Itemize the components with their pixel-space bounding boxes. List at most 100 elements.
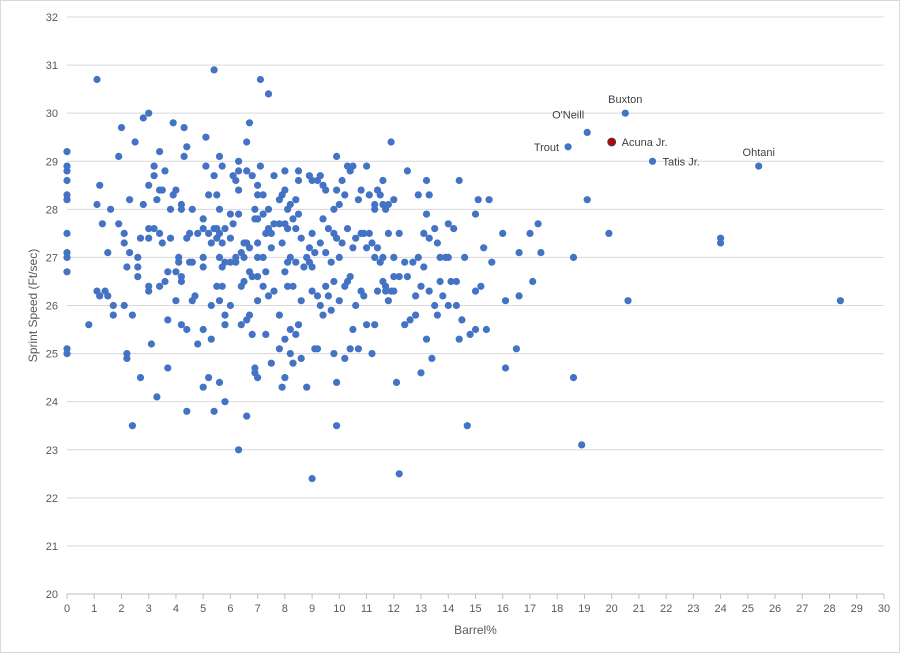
data-point xyxy=(235,446,243,454)
data-point xyxy=(406,316,414,324)
data-point xyxy=(281,335,289,343)
data-point xyxy=(63,176,71,185)
data-point xyxy=(294,167,303,175)
data-point xyxy=(126,196,134,204)
data-point xyxy=(755,162,763,170)
data-point xyxy=(215,378,224,386)
x-tick-label: 20 xyxy=(606,603,618,615)
data-point xyxy=(297,234,305,242)
data-point xyxy=(128,422,136,430)
data-point xyxy=(188,205,196,213)
data-point xyxy=(218,239,226,247)
data-point xyxy=(286,253,294,261)
data-point xyxy=(245,244,254,252)
data-point xyxy=(384,200,392,209)
data-point xyxy=(259,191,267,199)
data-point xyxy=(455,176,463,185)
data-point xyxy=(390,253,398,261)
data-point xyxy=(368,350,376,358)
data-point xyxy=(156,148,164,156)
point-annotation: Acuna Jr. xyxy=(622,137,668,149)
data-point xyxy=(235,167,243,175)
data-point xyxy=(194,229,202,237)
data-point xyxy=(390,273,398,281)
data-point xyxy=(136,234,145,242)
data-point xyxy=(414,253,422,261)
data-point xyxy=(145,109,153,117)
data-point xyxy=(343,225,352,233)
data-point xyxy=(463,422,471,430)
x-tick-label: 15 xyxy=(469,603,481,615)
data-point xyxy=(267,229,275,237)
data-point xyxy=(335,297,343,305)
data-point xyxy=(186,229,194,237)
point-annotation: O'Neill xyxy=(552,109,584,121)
data-point xyxy=(205,229,213,237)
data-point xyxy=(365,191,373,199)
data-point xyxy=(341,191,349,199)
data-point xyxy=(259,210,267,218)
data-point xyxy=(357,186,365,194)
data-point xyxy=(529,277,537,286)
data-point xyxy=(93,200,101,209)
x-tick-label: 17 xyxy=(524,603,536,615)
data-point xyxy=(330,205,338,213)
data-point xyxy=(417,369,425,377)
data-point xyxy=(177,321,185,329)
data-point xyxy=(172,297,180,305)
data-point xyxy=(254,239,262,247)
data-point xyxy=(259,282,267,290)
data-point xyxy=(264,90,273,98)
data-point xyxy=(145,181,153,189)
data-point xyxy=(286,325,294,334)
data-point xyxy=(254,181,262,189)
data-point xyxy=(401,321,409,329)
data-point xyxy=(150,225,158,233)
data-point xyxy=(403,273,411,281)
data-point xyxy=(115,220,123,228)
data-point xyxy=(243,167,251,175)
highlight-point xyxy=(607,137,617,147)
x-tick-label: 7 xyxy=(255,603,261,615)
data-point xyxy=(455,335,463,343)
data-point xyxy=(145,287,153,295)
data-point xyxy=(251,205,259,213)
data-point xyxy=(218,162,226,170)
data-point xyxy=(338,176,346,185)
data-point xyxy=(221,258,229,266)
data-point xyxy=(158,186,166,194)
data-point xyxy=(384,229,392,237)
data-point xyxy=(180,152,188,160)
annotations: Buxton O'Neill Trout Acuna Jr. Tatis Jr. Ohta… xyxy=(534,94,775,168)
data-point xyxy=(245,119,254,127)
data-point xyxy=(292,225,300,233)
x-tick-label: 19 xyxy=(578,603,590,615)
data-point xyxy=(205,374,213,382)
data-point xyxy=(360,229,368,237)
data-point xyxy=(373,287,382,295)
data-point xyxy=(215,253,224,261)
data-point xyxy=(412,311,420,319)
data-point xyxy=(262,330,270,338)
x-tick-label: 23 xyxy=(687,603,699,615)
data-point xyxy=(333,186,341,194)
data-point xyxy=(221,225,229,233)
data-point xyxy=(153,393,161,401)
data-point xyxy=(166,205,175,213)
data-point xyxy=(537,249,545,257)
data-point xyxy=(371,253,379,261)
data-point xyxy=(134,273,142,281)
data-point xyxy=(349,162,357,170)
data-point xyxy=(177,277,185,286)
data-point xyxy=(210,66,218,74)
data-point xyxy=(624,297,632,305)
data-point xyxy=(605,229,613,237)
data-point xyxy=(63,167,71,175)
data-point xyxy=(471,210,480,218)
data-point xyxy=(363,244,371,252)
data-point xyxy=(164,316,172,324)
data-point xyxy=(401,258,409,266)
data-point xyxy=(63,253,71,261)
point-annotation: Buxton xyxy=(608,94,642,106)
